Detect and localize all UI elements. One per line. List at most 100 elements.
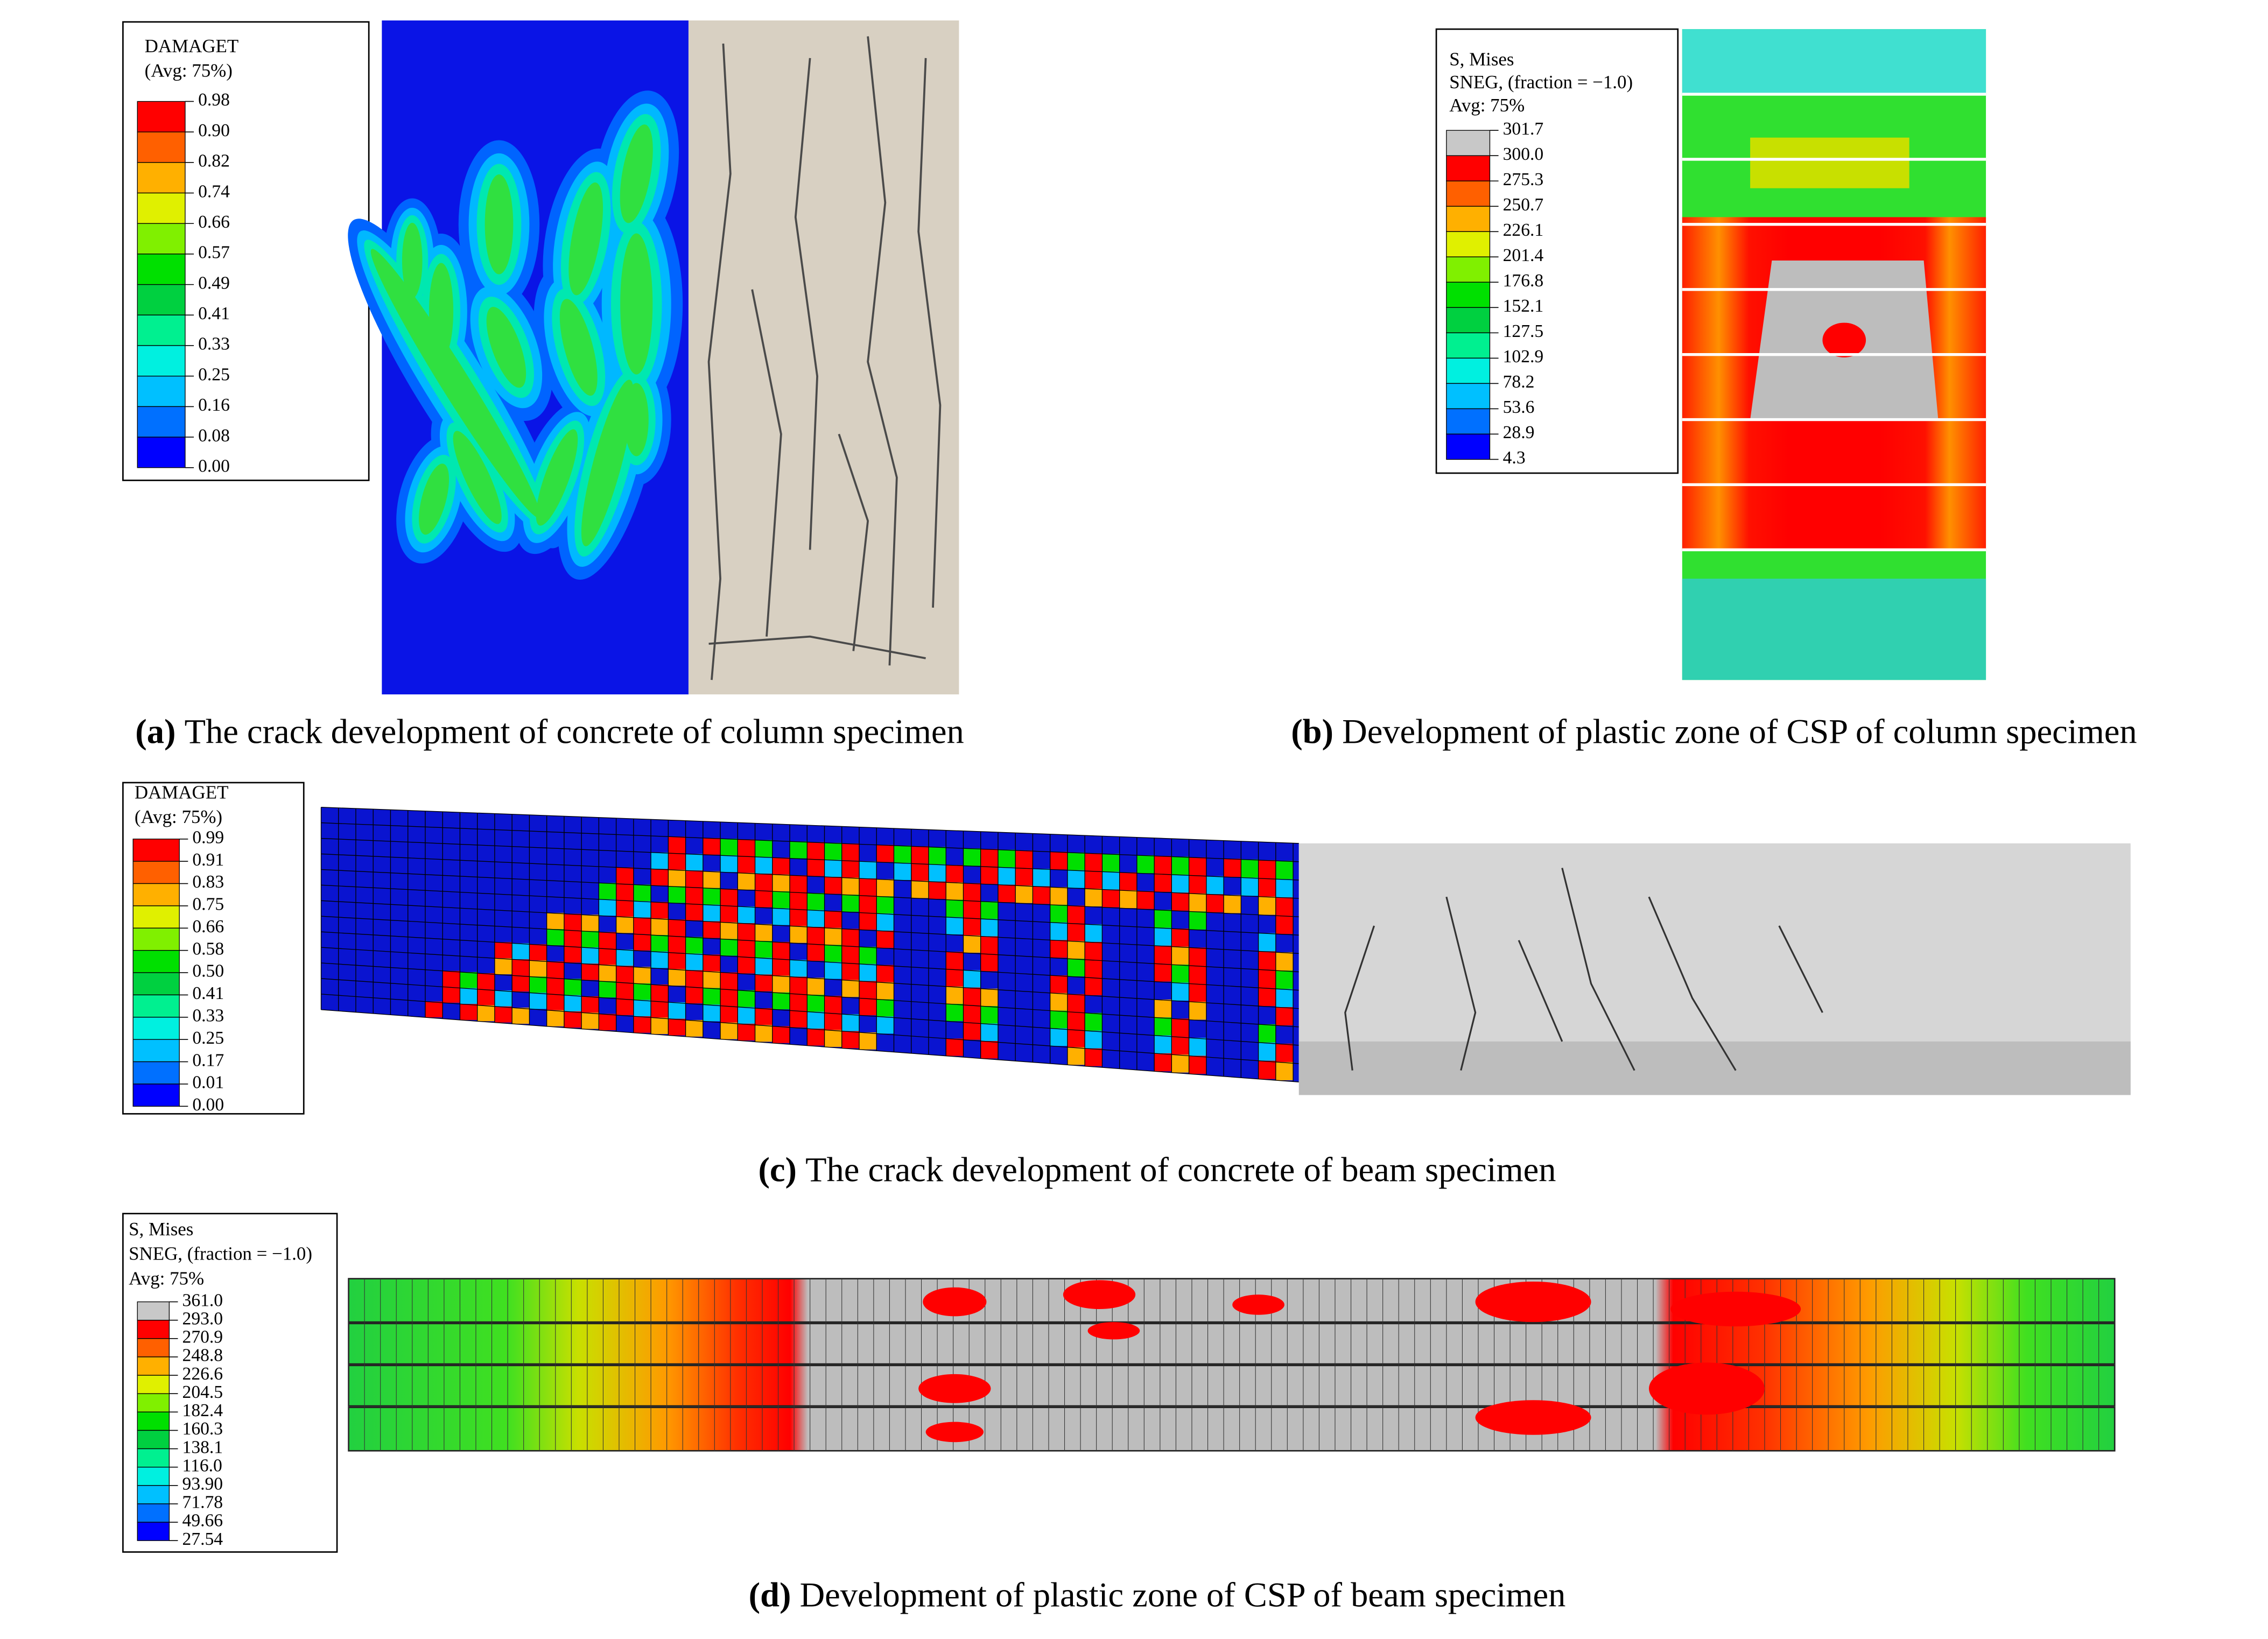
legend-value: 0.90	[198, 121, 230, 140]
damage-cell	[1275, 970, 1294, 989]
mesh-line	[321, 884, 1299, 936]
legend-band	[132, 927, 180, 951]
legend-value: 248.8	[182, 1346, 223, 1366]
damage-cell	[1050, 887, 1068, 905]
plastic-zone	[1649, 1362, 1765, 1415]
damage-cell	[738, 906, 755, 924]
damage-cell	[998, 849, 1016, 868]
damage-cell	[668, 853, 686, 870]
damage-cell	[494, 942, 512, 959]
damage-cell	[859, 912, 877, 930]
legend-title: S, Mises	[129, 1219, 193, 1240]
damage-cell	[1033, 868, 1050, 887]
legend-band	[137, 1411, 170, 1431]
damage-cell	[1154, 945, 1172, 964]
damage-cell	[738, 839, 755, 856]
crack	[1518, 940, 1563, 1042]
damage-cell	[1189, 875, 1206, 894]
damage-cell	[720, 839, 738, 856]
damage-cell	[1154, 999, 1172, 1018]
legend-value: 0.08	[198, 426, 230, 446]
damage-cell	[564, 979, 582, 995]
damage-cell	[1258, 969, 1276, 988]
legend-value: 49.66	[182, 1511, 223, 1531]
damage-zone	[419, 463, 450, 535]
damage-cell	[755, 958, 773, 975]
plate-zone	[1822, 322, 1866, 358]
damage-cell	[668, 836, 686, 854]
damage-cell	[1136, 855, 1155, 874]
crack	[1344, 925, 1375, 1071]
damage-cell	[1154, 1053, 1172, 1072]
legend-band	[137, 1356, 170, 1376]
legend-band	[137, 254, 186, 285]
damage-cell	[1085, 1048, 1103, 1066]
damage-cell	[755, 856, 773, 874]
damage-cell	[1085, 1012, 1103, 1031]
damage-cell	[546, 912, 564, 930]
damage-cell	[1275, 952, 1294, 971]
damage-cell	[477, 1005, 495, 1022]
damage-cell	[824, 962, 842, 979]
damage-cell	[529, 960, 547, 977]
legend-value: 0.75	[192, 895, 224, 915]
crack	[1648, 896, 1737, 1071]
damage-cell	[668, 1002, 686, 1019]
legend-title: (Avg: 75%)	[145, 60, 233, 81]
damage-cell	[1085, 871, 1103, 889]
damage-cell	[460, 988, 478, 1004]
legend-value: 300.0	[1503, 144, 1544, 164]
crack	[794, 58, 818, 550]
legend-band	[1446, 307, 1491, 334]
damage-cell	[494, 958, 512, 975]
damage-cell	[720, 1022, 738, 1039]
damage-cell	[859, 1032, 877, 1050]
damage-cell	[963, 883, 981, 901]
damage-cell	[859, 998, 877, 1016]
damage-cell	[1050, 1028, 1068, 1046]
legend-value: 0.49	[198, 273, 230, 293]
damage-cell	[616, 982, 634, 999]
damage-cell	[1050, 1010, 1068, 1029]
damage-cell	[1189, 857, 1206, 876]
caption-text: Development of plastic zone of CSP of be…	[800, 1575, 1566, 1614]
legend-band	[137, 1320, 170, 1339]
damage-cell	[1258, 878, 1276, 897]
damage-cell	[876, 896, 894, 914]
damage-zone	[485, 174, 514, 275]
crack	[1561, 868, 1635, 1071]
legend-title: SNEG, (fraction = −1.0)	[1449, 72, 1633, 93]
legend-band	[132, 883, 180, 906]
damage-cell	[1189, 965, 1206, 984]
damage-cell	[946, 1038, 964, 1056]
damage-cell	[1171, 1036, 1189, 1055]
damage-cell	[581, 915, 599, 931]
damage-cell	[980, 1041, 998, 1059]
legend-value: 0.91	[192, 850, 224, 870]
legend-band	[137, 1375, 170, 1394]
damage-cell	[1033, 886, 1050, 904]
damage-cell	[599, 1014, 616, 1030]
damage-cell	[720, 905, 738, 923]
legend-value: 0.33	[192, 1005, 224, 1025]
legend-band	[137, 345, 186, 377]
damage-cell	[703, 888, 721, 905]
damage-cell	[1171, 1054, 1189, 1073]
legend-value: 226.1	[1503, 220, 1544, 240]
mesh-line	[321, 962, 1299, 1028]
plastic-zone	[1475, 1400, 1591, 1435]
damage-cell	[1085, 941, 1103, 960]
legend-band	[137, 223, 186, 255]
damage-cell	[1189, 1001, 1206, 1020]
plastic-zone	[1063, 1280, 1136, 1310]
damage-cell	[859, 861, 877, 878]
mesh-line	[321, 869, 1299, 917]
mesh-line	[321, 1009, 1299, 1082]
damage-cell	[651, 935, 669, 952]
legend-band	[1446, 180, 1491, 207]
mesh-line	[321, 853, 1299, 899]
damage-cell	[911, 863, 929, 881]
damage-cell	[1102, 854, 1120, 872]
mesh-line	[321, 900, 1299, 954]
